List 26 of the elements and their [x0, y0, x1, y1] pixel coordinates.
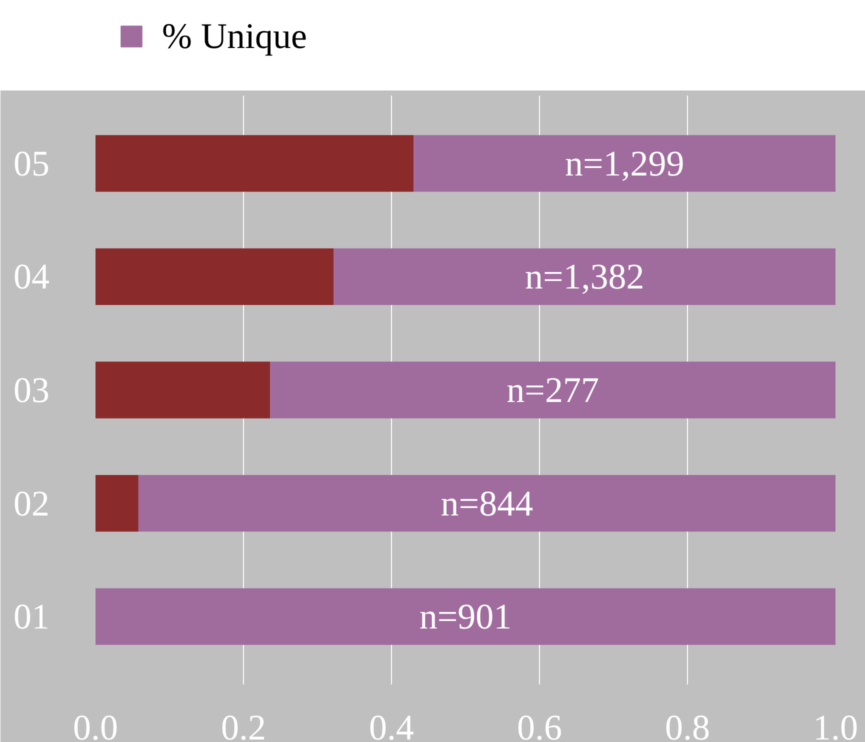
- bar: [270, 362, 836, 418]
- y-tick-label: 01: [14, 596, 50, 637]
- y-tick-label: 03: [14, 370, 50, 410]
- bar: [334, 248, 836, 306]
- x-tick-label: 0.8: [665, 708, 710, 742]
- legend-label: % Unique: [162, 15, 307, 57]
- bar: [414, 135, 836, 192]
- y-tick-label: 05: [14, 143, 50, 184]
- bar: [96, 588, 836, 645]
- bar: [96, 135, 414, 192]
- bar: [96, 474, 138, 532]
- bar: [138, 474, 836, 532]
- x-tick-label: 0.0: [73, 708, 118, 742]
- x-tick-label: 0.2: [221, 708, 266, 742]
- x-tick-label: 1.0: [813, 708, 858, 742]
- annotation: n=1,382: [524, 256, 644, 297]
- annotation: n=901: [419, 596, 512, 637]
- y-tick-label: 04: [14, 256, 50, 297]
- bar: [96, 362, 270, 418]
- bar: [96, 248, 334, 306]
- annotation: n=1,299: [564, 143, 684, 184]
- x-tick-label: 0.4: [369, 708, 414, 742]
- annotation: n=277: [506, 370, 599, 410]
- annotation: n=844: [440, 483, 534, 524]
- y-tick-label: 02: [14, 483, 50, 524]
- x-tick-label: 0.6: [517, 708, 562, 742]
